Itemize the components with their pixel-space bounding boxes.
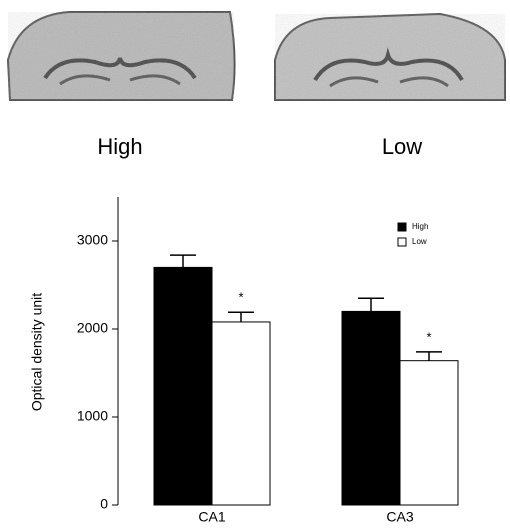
y-axis-label: Optical density unit xyxy=(29,293,45,411)
significance-mark: * xyxy=(238,290,243,305)
y-tick-label: 3000 xyxy=(77,232,108,248)
x-tick-label: CA3 xyxy=(386,509,413,525)
brain-image-low xyxy=(275,14,505,100)
legend-swatch xyxy=(398,238,406,246)
bar xyxy=(212,322,270,505)
legend-label: High xyxy=(412,222,428,231)
bar xyxy=(400,361,458,505)
panel-label: High xyxy=(97,134,142,159)
significance-mark: * xyxy=(426,329,431,344)
bar xyxy=(154,267,212,505)
y-tick-label: 1000 xyxy=(77,408,108,424)
panel-label: Low xyxy=(382,134,422,159)
bar xyxy=(342,311,400,505)
y-tick-label: 0 xyxy=(100,496,108,512)
x-tick-label: CA1 xyxy=(198,509,225,525)
figure: High Low Optical density unit 0 1000 2000 3… xyxy=(0,0,510,526)
legend-label: Low xyxy=(412,237,427,246)
brain-image-high xyxy=(8,12,235,100)
legend-swatch xyxy=(398,223,406,231)
y-tick-label: 2000 xyxy=(77,320,108,336)
